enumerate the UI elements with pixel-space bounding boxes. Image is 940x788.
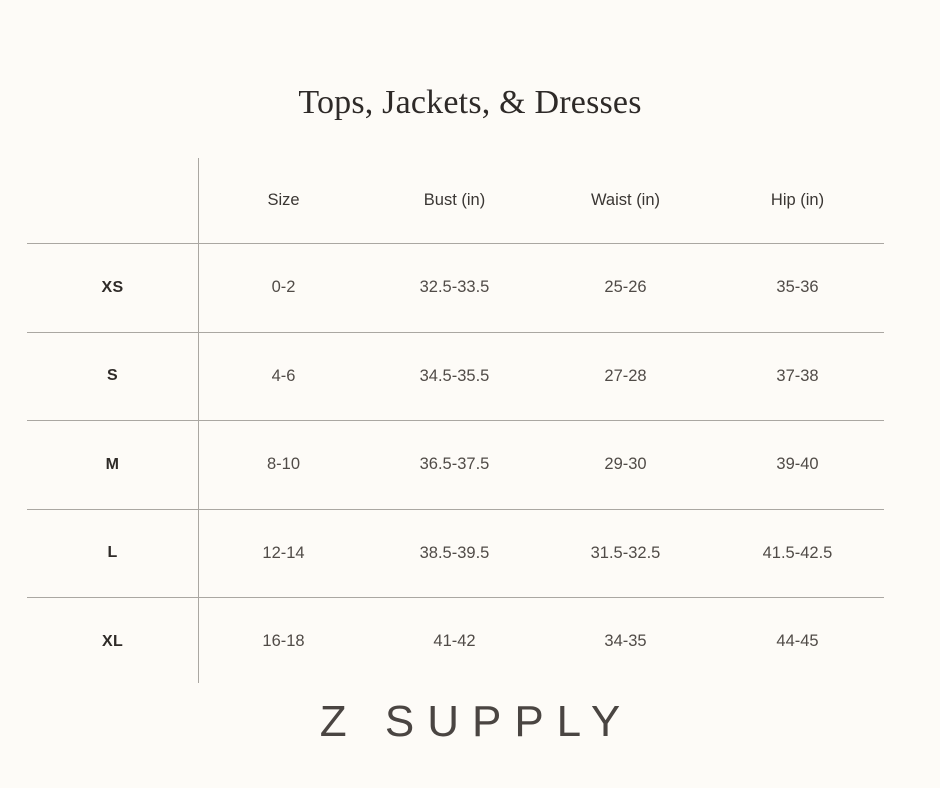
header-cell-size: Size xyxy=(267,191,300,209)
cell-bust: 38.5-39.5 xyxy=(369,508,540,598)
table-row: XL 16-18 41-42 34-35 44-45 xyxy=(27,597,884,686)
cell-waist: 31.5-32.5 xyxy=(540,508,711,598)
row-label-s: S xyxy=(27,331,198,421)
header-cell-size-name xyxy=(27,158,198,244)
cell-hip: 35-36 xyxy=(711,243,884,332)
header-cell-bust: Bust (in) xyxy=(423,191,486,209)
cell-hip: 37-38 xyxy=(711,331,884,421)
cell-size: 12-14 xyxy=(198,508,369,598)
header-cell-hip: Hip (in) xyxy=(770,191,825,209)
cell-hip: 44-45 xyxy=(711,597,884,686)
table-header: Size Bust (in) Waist (in) Hip (in) xyxy=(27,158,884,244)
table-row: M 8-10 36.5-37.5 29-30 39-40 xyxy=(27,420,884,509)
cell-bust: 34.5-35.5 xyxy=(369,331,540,421)
cell-size: 16-18 xyxy=(198,597,369,686)
table-body: XS 0-2 32.5-33.5 25-26 35-36 S 4-6 34.5-… xyxy=(27,243,884,686)
cell-waist: 29-30 xyxy=(540,420,711,509)
cell-size: 0-2 xyxy=(198,243,369,332)
cell-size: 4-6 xyxy=(198,331,369,421)
cell-hip: 39-40 xyxy=(711,420,884,509)
cell-bust: 32.5-33.5 xyxy=(369,243,540,332)
size-chart-table: Size Bust (in) Waist (in) Hip (in) XS 0-… xyxy=(27,158,884,686)
cell-bust: 41-42 xyxy=(369,597,540,686)
cell-waist: 34-35 xyxy=(540,597,711,686)
brand-logo: Z SUPPLY xyxy=(319,697,634,746)
table-row: L 12-14 38.5-39.5 31.5-32.5 41.5-42.5 xyxy=(27,508,884,598)
cell-size: 8-10 xyxy=(198,420,369,509)
row-label-m: M xyxy=(27,420,198,509)
header-row: Size Bust (in) Waist (in) Hip (in) xyxy=(27,158,884,244)
header-cell-waist: Waist (in) xyxy=(590,191,661,209)
cell-waist: 27-28 xyxy=(540,331,711,421)
row-label-xl: XL xyxy=(27,597,198,686)
cell-hip: 41.5-42.5 xyxy=(711,508,884,598)
cell-bust: 36.5-37.5 xyxy=(369,420,540,509)
row-label-xs: XS xyxy=(27,243,198,332)
cell-waist: 25-26 xyxy=(540,243,711,332)
size-chart-table-container: Size Bust (in) Waist (in) Hip (in) XS 0-… xyxy=(27,158,884,686)
row-label-l: L xyxy=(27,508,198,598)
page-title: Tops, Jackets, & Dresses xyxy=(298,84,642,121)
table-row: S 4-6 34.5-35.5 27-28 37-38 xyxy=(27,331,884,421)
table-row: XS 0-2 32.5-33.5 25-26 35-36 xyxy=(27,243,884,332)
column-divider xyxy=(198,158,199,683)
